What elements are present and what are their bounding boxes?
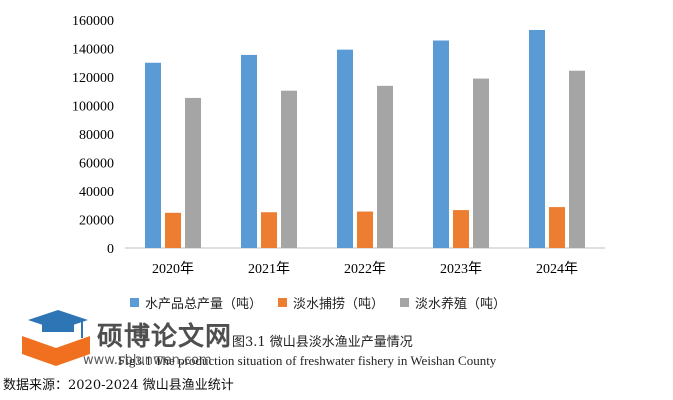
legend-item-catch: 淡水捕捞（吨） xyxy=(278,293,384,312)
legend-item-aquaculture: 淡水养殖（吨） xyxy=(400,293,506,312)
bar-aquaculture xyxy=(281,90,297,249)
bar-catch xyxy=(453,210,469,248)
legend-item-total: 水产品总产量（吨） xyxy=(130,293,262,312)
x-tick-label: 2021年 xyxy=(248,261,290,277)
y-tick-label: 120000 xyxy=(72,71,114,86)
data-source-note: 数据来源：2020-2024 微山县渔业统计 xyxy=(3,378,234,393)
bar-aquaculture xyxy=(473,78,489,248)
y-tick-label: 20000 xyxy=(79,214,114,229)
y-tick-label: 80000 xyxy=(79,128,114,143)
legend-swatch-total xyxy=(130,298,139,307)
legend-label-aquaculture: 淡水养殖（吨） xyxy=(415,297,507,312)
legend: 水产品总产量（吨） 淡水捕捞（吨） 淡水养殖（吨） xyxy=(130,293,590,312)
figure-caption-english: Fig3.1 The production situation of fresh… xyxy=(118,353,497,368)
legend-swatch-catch xyxy=(278,298,288,307)
x-tick-label: 2024年 xyxy=(536,261,578,277)
bar-aquaculture xyxy=(185,97,201,248)
x-tick-label: 2023年 xyxy=(440,261,482,277)
legend-label-total: 水产品总产量（吨） xyxy=(145,297,263,312)
x-tick-label: 2020年 xyxy=(152,261,194,277)
bar-total xyxy=(241,54,257,248)
figure-caption-chinese: 图3.1 微山县淡水渔业产量情况 xyxy=(232,335,413,350)
x-tick-label: 2022年 xyxy=(344,261,386,277)
bar-catch xyxy=(549,207,565,248)
legend-label-catch: 淡水捕捞（吨） xyxy=(293,297,385,312)
y-tick-label: 160000 xyxy=(72,14,114,29)
bar-aquaculture xyxy=(569,70,585,248)
bar-total xyxy=(337,49,353,248)
bar-catch xyxy=(165,212,181,248)
bar-total xyxy=(433,40,449,248)
y-tick-label: 60000 xyxy=(79,157,114,172)
bar-total xyxy=(529,29,545,248)
bar-catch xyxy=(357,211,373,248)
legend-swatch-aquaculture xyxy=(400,298,410,307)
bar-total xyxy=(145,62,161,248)
y-tick-label: 0 xyxy=(107,242,114,257)
y-tick-label: 100000 xyxy=(72,100,114,115)
bar-catch xyxy=(261,212,277,248)
y-tick-label: 40000 xyxy=(79,185,114,200)
y-tick-label: 140000 xyxy=(72,43,114,58)
bar-aquaculture xyxy=(377,85,393,249)
